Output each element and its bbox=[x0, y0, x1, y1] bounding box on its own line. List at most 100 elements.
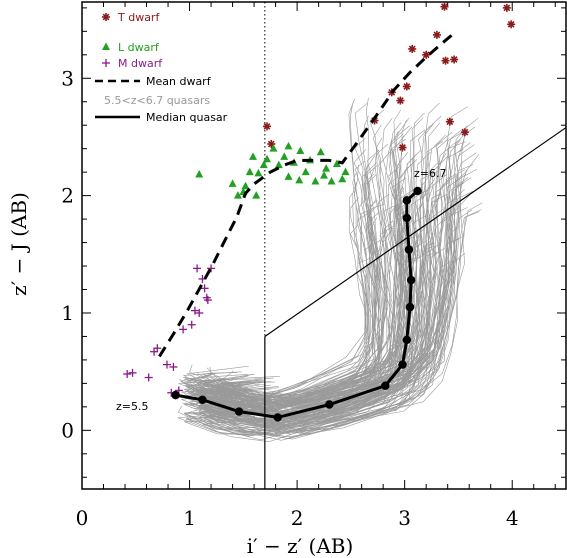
triangle-marker bbox=[252, 191, 261, 199]
x-tick-label: 4 bbox=[506, 506, 519, 530]
plus-marker bbox=[128, 368, 137, 377]
legend-entry-quasars: 5.5<z<6.7 quasars bbox=[104, 94, 210, 107]
plus-marker bbox=[193, 264, 202, 273]
y-tick-label: 3 bbox=[61, 66, 74, 90]
quasar-track bbox=[185, 155, 378, 422]
median-quasar-point bbox=[404, 245, 414, 254]
triangle-marker bbox=[254, 168, 263, 177]
plus-marker bbox=[144, 373, 153, 382]
asterisk-stroke bbox=[461, 128, 469, 136]
asterisk-stroke bbox=[408, 45, 416, 53]
asterisk-stroke bbox=[507, 20, 515, 28]
median-quasar-point bbox=[402, 213, 412, 223]
triangle-marker bbox=[245, 167, 254, 176]
quasar-track bbox=[219, 164, 474, 396]
annotation-z-low: z=5.5 bbox=[116, 400, 148, 413]
plot-frame bbox=[81, 1, 567, 490]
plus-marker bbox=[187, 320, 196, 329]
quasar-track bbox=[199, 211, 408, 423]
median-quasar-point bbox=[406, 275, 416, 285]
median-quasar-point bbox=[402, 196, 412, 205]
asterisk-marker bbox=[432, 30, 441, 39]
y-tick-label: 1 bbox=[61, 301, 74, 325]
triangle-marker bbox=[249, 152, 258, 160]
triangle-marker bbox=[322, 164, 331, 172]
plus-marker bbox=[162, 360, 171, 369]
median-quasar-point bbox=[405, 302, 415, 312]
asterisk-stroke bbox=[433, 31, 441, 39]
selection-cut-lines bbox=[264, 2, 567, 489]
asterisk-marker bbox=[450, 55, 459, 64]
median-quasar-point bbox=[171, 390, 180, 400]
median-quasar-point bbox=[273, 413, 282, 422]
triangle-marker bbox=[284, 141, 293, 150]
asterisk-stroke bbox=[441, 3, 448, 11]
asterisk-marker bbox=[441, 56, 450, 65]
legend-label: Mean dwarf bbox=[146, 75, 212, 88]
x-tick-label: 0 bbox=[76, 506, 89, 530]
x-tick-labels: 0 1 2 3 4 bbox=[76, 506, 519, 530]
diagonal-cut-line bbox=[264, 127, 567, 337]
asterisk-stroke bbox=[442, 57, 449, 65]
quasar-track bbox=[186, 173, 378, 401]
triangle-marker bbox=[102, 42, 110, 50]
plus-marker bbox=[190, 306, 199, 315]
plus-marker bbox=[198, 274, 207, 283]
quasar-track bbox=[222, 202, 483, 432]
median-quasar-point bbox=[381, 381, 390, 390]
quasar-track bbox=[218, 209, 473, 428]
legend-label: L dwarf bbox=[118, 41, 160, 54]
quasar-track bbox=[196, 125, 410, 428]
triangle-marker bbox=[233, 191, 242, 199]
asterisk-stroke bbox=[446, 118, 454, 126]
plus-marker bbox=[169, 362, 178, 371]
y-axis-label: z′ − J (AB) bbox=[7, 192, 31, 296]
asterisk-stroke bbox=[403, 83, 411, 90]
triangle-marker bbox=[295, 175, 304, 184]
median-quasar-point bbox=[234, 407, 244, 416]
asterisk-marker bbox=[398, 143, 407, 152]
quasar-track bbox=[186, 97, 379, 401]
median-quasar-point bbox=[398, 360, 407, 369]
quasar-track bbox=[223, 194, 471, 402]
triangle-marker bbox=[296, 146, 305, 155]
triangle-marker bbox=[332, 159, 341, 167]
asterisk-stroke bbox=[422, 51, 430, 59]
quasar-track bbox=[190, 207, 380, 412]
asterisk-marker bbox=[445, 117, 454, 126]
triangle-marker-icon bbox=[102, 42, 110, 50]
asterisk-marker bbox=[460, 128, 469, 137]
quasar-track bbox=[212, 169, 466, 418]
y-tick-label: 2 bbox=[61, 184, 74, 208]
median-quasar-point bbox=[325, 400, 334, 409]
quasar-tracks bbox=[177, 97, 483, 443]
axes-frame bbox=[81, 1, 567, 490]
triangle-marker bbox=[269, 144, 278, 152]
quasar-track bbox=[220, 252, 466, 426]
quasar-track bbox=[184, 217, 381, 400]
quasar-track bbox=[215, 211, 456, 407]
asterisk-marker bbox=[502, 3, 511, 12]
data-series bbox=[123, 2, 516, 422]
plus-marker-icon bbox=[102, 59, 110, 67]
quasar-track bbox=[207, 247, 436, 427]
triangle-marker bbox=[341, 167, 350, 176]
y-tick-label: 0 bbox=[61, 418, 74, 442]
asterisk-marker bbox=[507, 20, 516, 29]
legend-entry-median-quasar: Median quasar bbox=[95, 111, 228, 124]
legend-entry-mean-dwarf: Mean dwarf bbox=[95, 75, 212, 88]
x-tick-label: 1 bbox=[183, 506, 196, 530]
plus-marker bbox=[102, 59, 110, 67]
asterisk-stroke bbox=[102, 13, 110, 21]
quasar-track bbox=[184, 162, 378, 405]
triangle-marker bbox=[259, 160, 268, 169]
triangle-marker bbox=[320, 171, 328, 179]
asterisk-marker-icon bbox=[102, 13, 110, 21]
triangle-marker bbox=[327, 177, 336, 185]
quasar-track bbox=[216, 140, 458, 412]
plus-marker bbox=[123, 369, 132, 378]
quasar-track bbox=[182, 137, 373, 401]
triangle-marker bbox=[228, 179, 237, 187]
quasar-track bbox=[202, 195, 415, 426]
median-quasar-line bbox=[175, 189, 419, 419]
